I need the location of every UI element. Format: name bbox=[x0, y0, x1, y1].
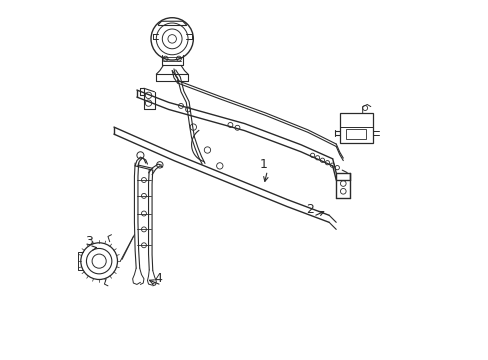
Bar bbox=[345, 129, 366, 139]
Text: 1: 1 bbox=[260, 158, 267, 171]
Text: 4: 4 bbox=[154, 272, 162, 285]
Text: 2: 2 bbox=[305, 203, 313, 216]
Bar bbox=[339, 113, 372, 143]
Text: 3: 3 bbox=[85, 235, 93, 248]
